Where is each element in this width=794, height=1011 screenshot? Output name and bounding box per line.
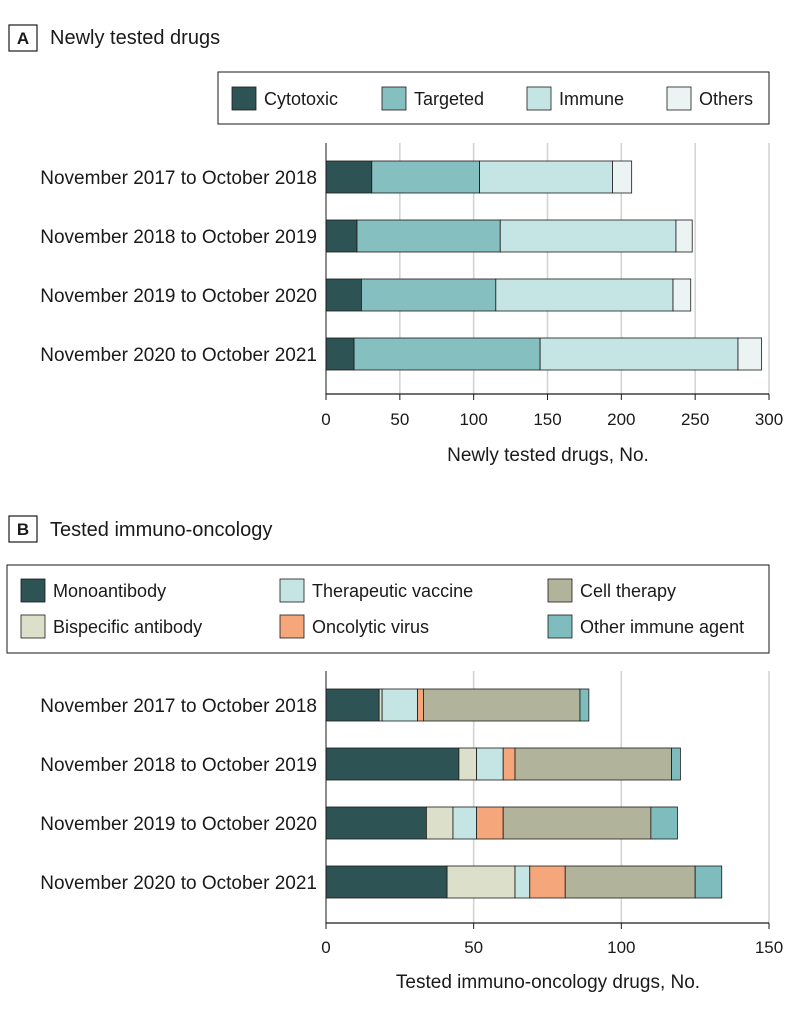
panel-a-letter-box <box>8 24 38 52</box>
x-axis-title-a: Newly tested drugs, No. <box>447 445 649 466</box>
legend-b-swatch-other-immune-agent <box>547 614 573 639</box>
bar-b-3-oncolytic-virus <box>476 806 504 840</box>
x-tick-label-a-150: 150 <box>533 410 561 429</box>
bar-b-4-oncolytic-virus <box>529 865 566 899</box>
bar-b-1-bispecific-antibody <box>378 688 383 722</box>
category-label-b-2: November 2018 to October 2019 <box>40 755 317 776</box>
legend-a-swatch-immune <box>526 86 552 111</box>
bar-a-2-targeted <box>356 219 501 253</box>
legend-b-label-therapeutic-vaccine: Therapeutic vaccine <box>312 581 473 601</box>
bar-a-2-cytotoxic <box>325 219 358 253</box>
legend-b: Monoantibody Therapeutic vaccine Cell th… <box>6 564 770 654</box>
x-tick-label-b-0: 0 <box>321 938 330 957</box>
bar-b-2-cell-therapy <box>514 747 672 781</box>
x-tick-label-a-0: 0 <box>321 410 330 429</box>
panel-a-letter: A <box>17 29 29 48</box>
x-tick-label-a-50: 50 <box>390 410 409 429</box>
x-tick-label-b-100: 100 <box>607 938 635 957</box>
legend-b-swatch-bispecific-antibody <box>20 614 46 639</box>
category-label-a-3: November 2019 to October 2020 <box>40 286 317 307</box>
bar-a-2-others <box>675 219 693 253</box>
bar-b-4-bispecific-antibody <box>446 865 516 899</box>
legend-a-swatch-others <box>666 86 692 111</box>
legend-b-swatch-therapeutic-vaccine <box>279 578 305 603</box>
bar-a-1-cytotoxic <box>325 160 373 194</box>
legend-a-label-cytotoxic: Cytotoxic <box>264 89 338 109</box>
legend-a-label-others: Others <box>699 89 753 109</box>
bar-b-2-therapeutic-vaccine <box>476 747 504 781</box>
bar-b-3-therapeutic-vaccine <box>452 806 478 840</box>
x-tick-label-a-300: 300 <box>755 410 783 429</box>
bar-b-1-other-immune-agent <box>579 688 590 722</box>
legend-b-frame <box>6 564 770 654</box>
bar-b-1-oncolytic-virus <box>417 688 424 722</box>
bar-b-3-bispecific-antibody <box>426 806 454 840</box>
bar-a-3-immune <box>495 278 674 312</box>
bar-a-4-others <box>737 337 763 371</box>
bar-b-3-other-immune-agent <box>650 806 678 840</box>
bar-b-2-oncolytic-virus <box>502 747 516 781</box>
legend-b-label-oncolytic-virus: Oncolytic virus <box>312 617 429 637</box>
plot-area-b: November 2017 to October 2018 November 20… <box>40 671 783 957</box>
legend-a-label-targeted: Targeted <box>414 89 484 109</box>
bar-b-3-cell-therapy <box>502 806 652 840</box>
legend-b-label-other-immune-agent: Other immune agent <box>580 617 744 637</box>
category-label-a-4: November 2020 to October 2021 <box>40 345 317 366</box>
category-label-a-2: November 2018 to October 2019 <box>40 227 317 248</box>
legend-b-label-monoantibody: Monoantibody <box>53 581 166 601</box>
legend-a-label-immune: Immune <box>559 89 624 109</box>
bar-a-3-cytotoxic <box>325 278 362 312</box>
bar-a-3-targeted <box>361 278 497 312</box>
bar-b-1-cell-therapy <box>423 688 581 722</box>
panel-b-letter: B <box>17 520 29 539</box>
bar-a-2-immune <box>499 219 677 253</box>
legend-b-swatch-monoantibody <box>20 578 46 603</box>
bar-a-4-immune <box>539 337 739 371</box>
x-tick-label-a-100: 100 <box>459 410 487 429</box>
bar-b-4-monoantibody <box>325 865 448 899</box>
bar-b-1-monoantibody <box>325 688 380 722</box>
bar-b-4-other-immune-agent <box>694 865 723 899</box>
bar-a-4-cytotoxic <box>325 337 355 371</box>
x-axis-title-b: Tested immuno-oncology drugs, No. <box>396 972 700 993</box>
bar-a-1-targeted <box>371 160 480 194</box>
bar-b-4-cell-therapy <box>564 865 696 899</box>
legend-b-label-cell-therapy: Cell therapy <box>580 581 676 601</box>
panel-a-title: Newly tested drugs <box>50 27 220 49</box>
bar-b-2-monoantibody <box>325 747 460 781</box>
bar-b-4-therapeutic-vaccine <box>514 865 531 899</box>
panel-a: A Newly tested drugs Cytotoxic Targeted … <box>8 24 783 466</box>
category-label-b-4: November 2020 to October 2021 <box>40 873 317 894</box>
legend-a: Cytotoxic Targeted Immune Others <box>217 71 770 125</box>
category-label-a-1: November 2017 to October 2018 <box>40 168 317 189</box>
category-label-b-3: November 2019 to October 2020 <box>40 814 317 835</box>
legend-b-swatch-oncolytic-virus <box>279 614 305 639</box>
bar-b-2-other-immune-agent <box>671 747 681 781</box>
bar-a-1-immune <box>479 160 613 194</box>
bar-a-4-targeted <box>353 337 541 371</box>
legend-b-label-bispecific-antibody: Bispecific antibody <box>53 617 202 637</box>
x-tick-label-b-150: 150 <box>755 938 783 957</box>
x-tick-label-a-200: 200 <box>607 410 635 429</box>
bar-a-1-others <box>612 160 633 194</box>
plot-area-a: November 2017 to October 2018 November 20… <box>40 143 783 429</box>
bar-a-3-others <box>672 278 692 312</box>
bar-b-3-monoantibody <box>325 806 427 840</box>
bar-b-2-bispecific-antibody <box>458 747 478 781</box>
panel-b-title: Tested immuno-oncology <box>50 519 272 541</box>
panel-b-letter-box <box>8 515 38 543</box>
legend-b-swatch-cell-therapy <box>547 578 573 603</box>
legend-a-swatch-targeted <box>381 86 407 111</box>
category-label-b-1: November 2017 to October 2018 <box>40 696 317 717</box>
x-tick-label-b-50: 50 <box>464 938 483 957</box>
bar-b-1-therapeutic-vaccine <box>381 688 418 722</box>
legend-a-swatch-cytotoxic <box>231 86 257 111</box>
x-tick-label-a-250: 250 <box>681 410 709 429</box>
panel-b: B Tested immuno-oncology Monoantibody Th… <box>6 515 783 993</box>
